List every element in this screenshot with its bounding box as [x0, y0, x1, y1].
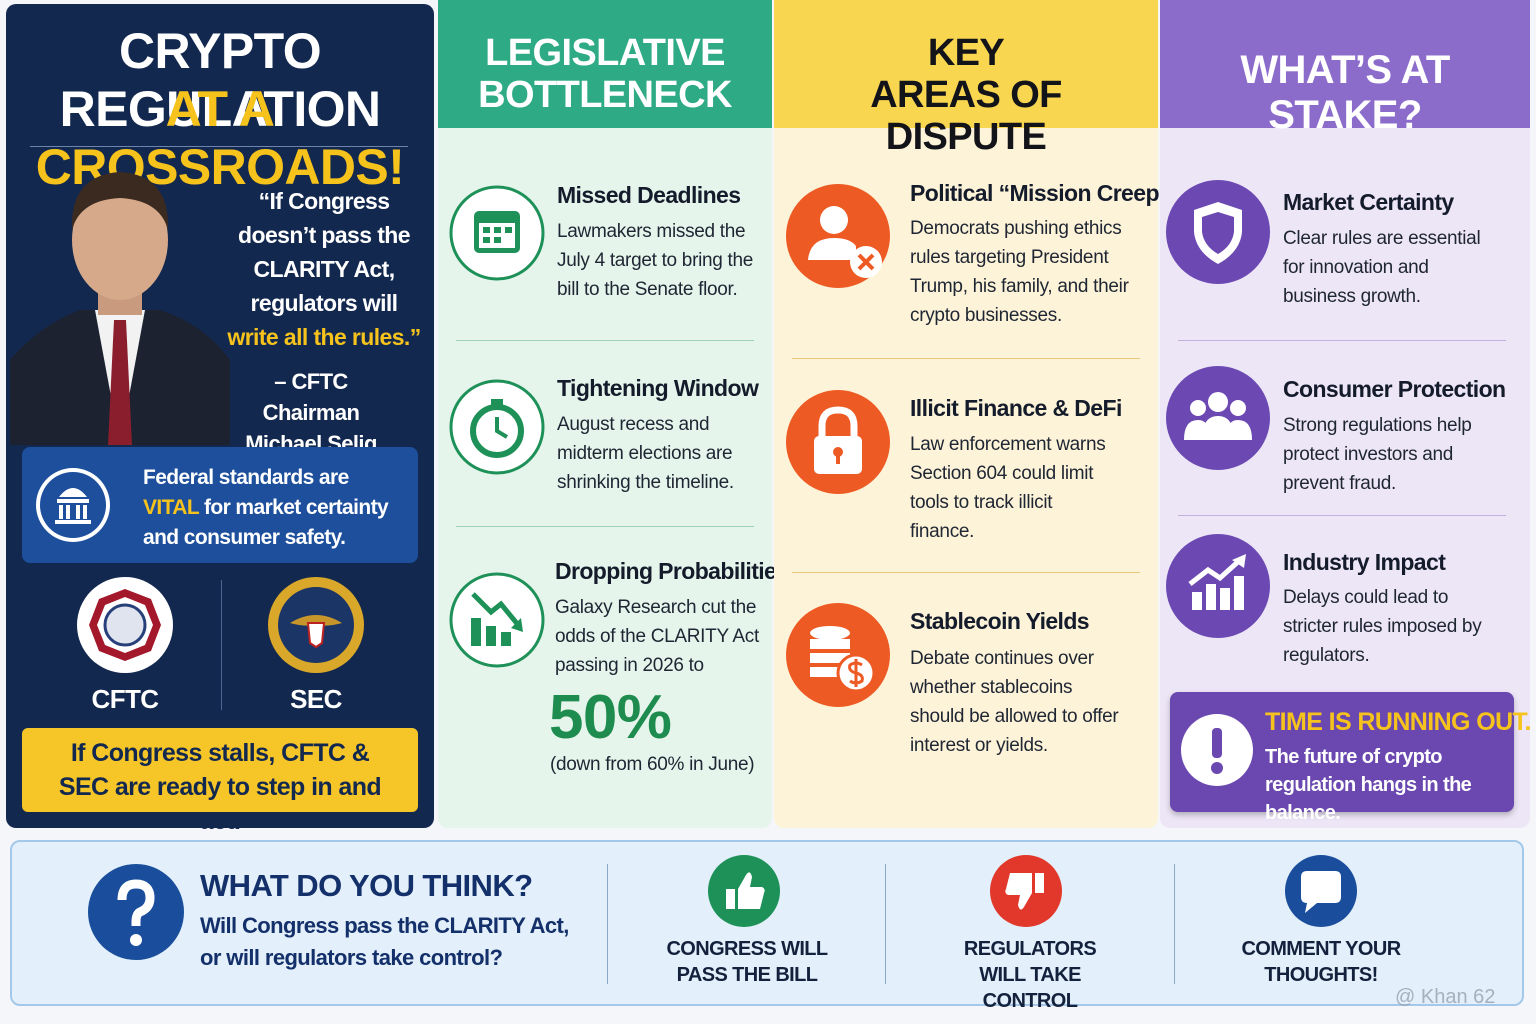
item-heading: Market Certainty [1283, 189, 1454, 215]
item-heading: Missed Deadlines [557, 182, 741, 208]
coins-icon [786, 603, 890, 707]
divider [1174, 864, 1175, 984]
thumb-up-icon [708, 855, 780, 927]
chart-down-icon [449, 572, 545, 668]
watermark: @ Khan 62 [1395, 986, 1496, 1008]
option-text: COMMENT YOUR THOUGHTS! [1241, 938, 1401, 986]
thumb-down-icon [990, 855, 1062, 927]
shield-icon [1166, 180, 1270, 284]
option-text: REGULATORS WILL TAKE CONTROL [963, 938, 1097, 1012]
stat-value: 50% [549, 683, 672, 752]
divider [1178, 515, 1506, 516]
item-heading: Illicit Finance & DeFi [910, 395, 1122, 421]
divider [1178, 340, 1506, 341]
person-x-icon [786, 184, 890, 288]
callout-text: Federal standards are VITAL for market c… [143, 463, 408, 553]
alert-text: The future of crypto regulation hangs in… [1265, 746, 1472, 824]
quote: “If Congress doesn’t pass the CLARITY Ac… [226, 184, 422, 354]
portrait [10, 172, 230, 445]
divider [792, 572, 1140, 573]
callout-before: Federal standards are [143, 466, 349, 489]
column-title: LEGISLATIVE BOTTLENECK [478, 32, 732, 116]
divider [456, 340, 754, 341]
item-text: Galaxy Research cut the odds of the CLAR… [555, 597, 759, 676]
lock-icon [786, 390, 890, 494]
stopwatch-icon [449, 379, 545, 475]
item-text: Delays could lead to stricter rules impo… [1283, 587, 1482, 666]
question-icon [88, 864, 184, 960]
column-title-text: KEY AREAS OF DISPUTE [870, 32, 1062, 158]
alert-title: TIME IS RUNNING OUT. [1265, 708, 1531, 736]
warning-box: If Congress stalls, CFTC & SEC are ready… [22, 728, 418, 835]
item-text: Strong regulations help protect investor… [1283, 415, 1472, 494]
option-label: REGULATORS WILL TAKE CONTROL [898, 936, 1162, 1014]
item-text: Clear rules are essential for innovation… [1283, 228, 1481, 307]
item-text: August recess and midterm elections are … [557, 414, 734, 493]
agency-label: SEC [290, 684, 342, 714]
quote-highlight: write all the rules.” [227, 324, 421, 350]
column-title: WHAT’S AT STAKE? [1240, 48, 1450, 137]
attribution: – CFTC Chairman Michael Selig [245, 369, 377, 456]
item-heading: Consumer Protection [1283, 376, 1506, 402]
column-title: KEY AREAS OF DISPUTE [774, 32, 1158, 158]
agency-label: CFTC [91, 684, 160, 714]
callout-emphasis: VITAL [143, 496, 199, 519]
column-header [1160, 0, 1530, 128]
sec-logo [268, 577, 364, 673]
item-text: Democrats pushing ethics rules targeting… [910, 218, 1129, 326]
item-heading: Industry Impact [1283, 549, 1446, 575]
item-heading: Tightening Window [557, 375, 759, 401]
quote-text: “If Congress doesn’t pass the CLARITY Ac… [238, 188, 410, 316]
option-comment[interactable]: COMMENT YOUR THOUGHTS! [1188, 852, 1454, 998]
item-heading: Stablecoin Yields [910, 608, 1090, 634]
people-icon [1166, 366, 1270, 470]
alert-icon [1181, 714, 1253, 786]
option-label: CONGRESS WILL PASS THE BILL [620, 936, 874, 988]
poll-title: WHAT DO YOU THINK? [200, 868, 533, 903]
item-text: Law enforcement warns Section 604 could … [910, 434, 1106, 542]
item-text: Lawmakers missed the July 4 target to br… [557, 221, 754, 300]
divider [30, 146, 408, 147]
divider [221, 580, 222, 710]
item-heading: Political “Mission Creep” [910, 180, 1170, 206]
divider [607, 864, 608, 984]
capitol-icon [36, 468, 110, 542]
divider [456, 526, 754, 527]
main-title: CRYPTO REGULATION [59, 23, 381, 137]
divider [792, 358, 1140, 359]
cftc-logo [77, 577, 173, 673]
item-text: Debate continues over whether stablecoin… [910, 648, 1119, 756]
comment-icon [1285, 855, 1357, 927]
option-label: COMMENT YOUR THOUGHTS! [1188, 936, 1454, 988]
column-header [774, 0, 1158, 128]
growth-icon [1166, 534, 1270, 638]
stat-note: (down from 60% in June) [550, 754, 755, 775]
callout-after: for market certainty and consumer safety… [143, 496, 389, 549]
option-regulators[interactable]: REGULATORS WILL TAKE CONTROL [898, 852, 1162, 1012]
poll-question: Will Congress pass the CLARITY Act, or w… [200, 913, 569, 970]
column-header [438, 0, 772, 128]
option-pass[interactable]: CONGRESS WILL PASS THE BILL [620, 852, 874, 998]
calendar-icon [449, 185, 545, 281]
option-text: CONGRESS WILL PASS THE BILL [666, 938, 828, 986]
divider [885, 864, 886, 984]
item-heading: Dropping Probabilities [555, 558, 789, 584]
